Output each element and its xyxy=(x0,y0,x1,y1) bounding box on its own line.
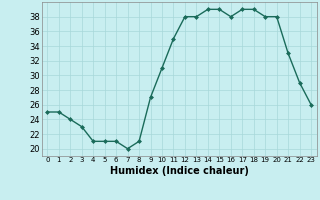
X-axis label: Humidex (Indice chaleur): Humidex (Indice chaleur) xyxy=(110,166,249,176)
